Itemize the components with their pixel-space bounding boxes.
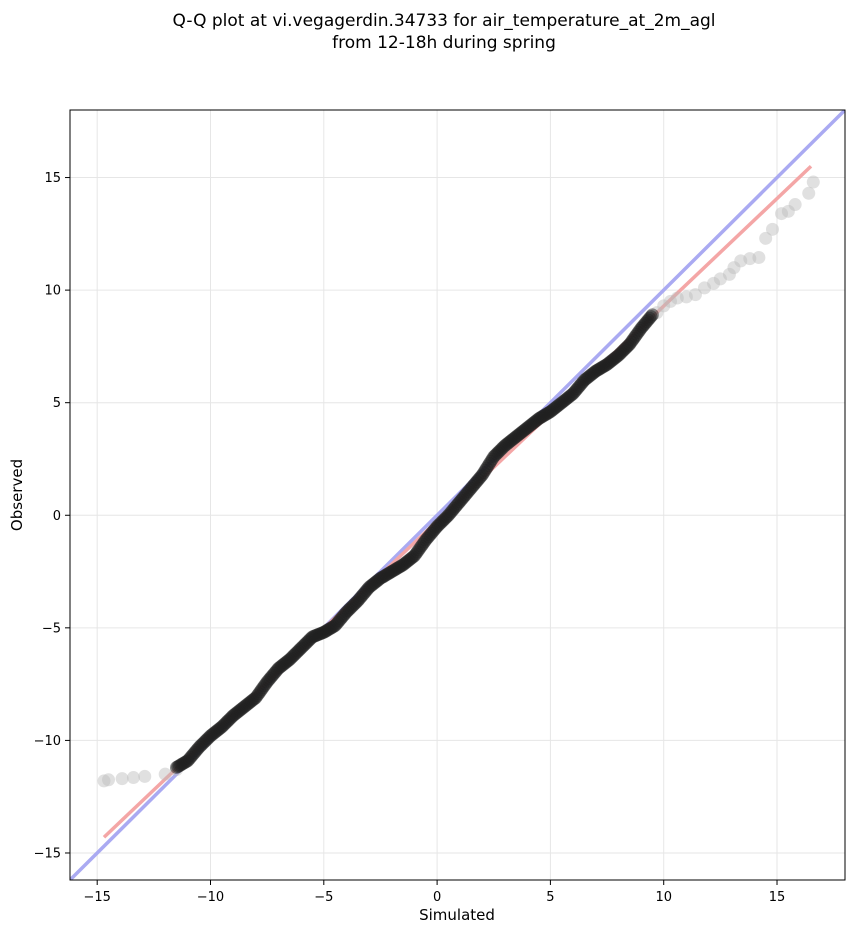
data-point	[707, 276, 721, 290]
data-point	[657, 299, 671, 313]
data-point	[713, 272, 727, 286]
data-point	[688, 288, 702, 302]
data-point	[664, 294, 678, 308]
data-point	[788, 198, 802, 212]
y-tick-label: 5	[53, 396, 61, 411]
data-point	[734, 254, 748, 268]
y-tick-label: −5	[42, 621, 61, 636]
x-tick-label: −10	[197, 890, 224, 905]
axes-frame	[69, 109, 846, 881]
data-point	[752, 250, 766, 264]
chart-title-line1: Q-Q plot at vi.vegagerdin.34733 for air_…	[172, 11, 715, 31]
data-point	[765, 222, 779, 236]
data-point	[806, 175, 820, 189]
data-point	[126, 771, 140, 785]
data-point	[802, 186, 816, 200]
data-point	[743, 252, 757, 266]
y-axis-label: Observed	[8, 459, 26, 531]
data-point	[679, 290, 693, 304]
x-axis-label: Simulated	[419, 906, 495, 924]
grid	[70, 110, 845, 880]
plot-area	[70, 110, 845, 880]
data-point	[722, 267, 736, 281]
data-point	[645, 308, 659, 322]
data-point	[158, 767, 172, 781]
data-point	[759, 231, 773, 245]
data-point	[97, 774, 111, 788]
data-point	[102, 773, 116, 787]
x-tick-label: 5	[546, 890, 554, 905]
data-point	[775, 207, 789, 221]
y-tick-label: 10	[44, 284, 61, 299]
x-tick-label: 0	[433, 890, 441, 905]
y-tick-label: 15	[44, 171, 61, 186]
axis-ticks: −15 −10 −5 0 5 10 15 −15 −10 −5 0 5 10 15	[34, 171, 786, 905]
data-point	[138, 769, 152, 783]
data-point	[698, 281, 712, 295]
data-point	[670, 291, 684, 305]
x-tick-label: −5	[314, 890, 333, 905]
y-tick-label: −15	[34, 846, 61, 861]
data-point	[727, 261, 741, 275]
x-tick-label: −15	[83, 890, 110, 905]
data-point	[115, 772, 129, 786]
y-tick-label: −10	[34, 734, 61, 749]
x-tick-label: 10	[655, 890, 672, 905]
chart-title-line2: from 12-18h during spring	[332, 33, 556, 53]
data-point	[781, 204, 795, 218]
y-tick-label: 0	[53, 509, 61, 524]
x-tick-label: 15	[769, 890, 786, 905]
